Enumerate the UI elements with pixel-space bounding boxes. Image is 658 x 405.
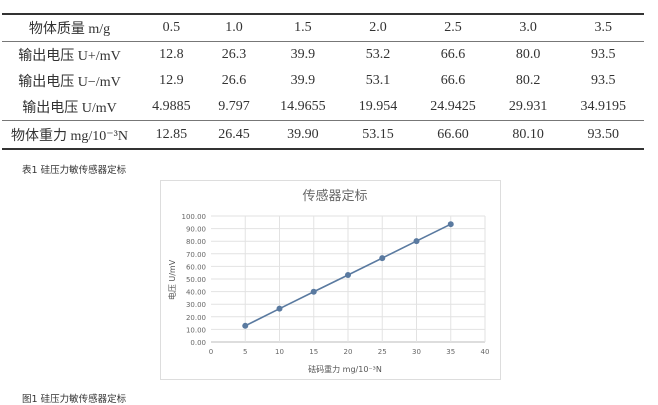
table-cell: 93.50 bbox=[562, 120, 644, 150]
calibration-chart: 传感器定标 0.00 10.00 20.00 30.00 40.00 50.00 60.00… bbox=[160, 180, 501, 380]
y-axis-label: 电压 U/mV bbox=[167, 259, 177, 300]
x-tick-label: 25 bbox=[378, 348, 387, 356]
y-tick-label: 40.00 bbox=[186, 289, 206, 297]
table-cell: 29.931 bbox=[508, 99, 548, 114]
table-cell: 2.5 bbox=[412, 13, 494, 42]
table-row: 输出电压 U−/mV 12.9 26.6 39.9 53.1 66.6 80.2 93.5 bbox=[2, 68, 644, 94]
table-cell: 53.2 bbox=[365, 47, 391, 62]
table-cell: 53.1 bbox=[365, 73, 391, 88]
y-tick-label: 10.00 bbox=[186, 326, 206, 334]
table-cell: 39.9 bbox=[290, 47, 316, 62]
table-cell: 80.0 bbox=[515, 47, 541, 62]
row-label: 输出电压 U/mV bbox=[22, 101, 117, 116]
y-tick-label: 50.00 bbox=[186, 276, 206, 284]
table-cell: 26.3 bbox=[221, 47, 247, 62]
table-cell: 19.954 bbox=[358, 99, 398, 114]
data-point bbox=[242, 322, 249, 329]
table-cell: 34.9195 bbox=[580, 99, 627, 114]
x-tick-label: 35 bbox=[446, 348, 455, 356]
table-cell: 93.5 bbox=[591, 47, 616, 62]
x-axis-label: 砝码重力 mg/10⁻³N bbox=[308, 364, 382, 374]
table-cell: 12.85 bbox=[137, 120, 206, 150]
y-tick-label: 90.00 bbox=[186, 226, 206, 234]
table-cell: 3.0 bbox=[493, 13, 563, 42]
chart-title: 传感器定标 bbox=[302, 188, 367, 204]
data-point bbox=[379, 255, 386, 262]
x-tick-label: 40 bbox=[481, 348, 490, 356]
table-row: 物体质量 m/g 0.5 1.0 1.5 2.0 2.5 3.0 3.5 bbox=[2, 13, 644, 42]
y-tick-label: 100.00 bbox=[182, 213, 207, 221]
x-tick-label: 20 bbox=[344, 348, 353, 356]
row-label: 物体质量 m/g bbox=[2, 13, 137, 42]
table-cell: 66.6 bbox=[440, 47, 466, 62]
row-label: 输出电压 U+/mV bbox=[18, 49, 121, 64]
table-cell: 80.2 bbox=[515, 73, 541, 88]
table-cell: 53.15 bbox=[343, 120, 413, 150]
table-cell: 9.797 bbox=[218, 99, 250, 114]
y-tick-label: 60.00 bbox=[186, 263, 206, 271]
table-cell: 0.5 bbox=[137, 13, 206, 42]
y-tick-label: 0.00 bbox=[190, 339, 206, 347]
table-row: 输出电压 U/mV 4.9885 9.797 14.9655 19.954 24.9425… bbox=[2, 94, 644, 121]
data-point bbox=[276, 305, 283, 312]
table-cell: 66.60 bbox=[412, 120, 494, 150]
calibration-table: 物体质量 m/g 0.5 1.0 1.5 2.0 2.5 3.0 3.5 输出电压 U+/mV 1… bbox=[2, 13, 644, 150]
row-label: 物体重力 mg/10⁻³N bbox=[2, 120, 137, 150]
table-cell: 12.9 bbox=[159, 73, 184, 88]
y-tick-label: 70.00 bbox=[186, 251, 206, 259]
table-cell: 12.8 bbox=[159, 47, 184, 62]
x-tick-label: 5 bbox=[243, 348, 247, 356]
x-tick-label: 15 bbox=[309, 348, 318, 356]
table-row: 物体重力 mg/10⁻³N 12.85 26.45 39.90 53.15 66.60 80… bbox=[2, 120, 644, 150]
x-tick-label: 30 bbox=[412, 348, 421, 356]
table-cell: 2.0 bbox=[343, 13, 413, 42]
table-cell: 66.6 bbox=[440, 73, 466, 88]
data-point bbox=[413, 238, 420, 245]
table-cell: 1.5 bbox=[262, 13, 344, 42]
table-caption: 表1 硅压力敏传感器定标 bbox=[22, 165, 127, 176]
y-tick-label: 30.00 bbox=[186, 301, 206, 309]
figure-caption: 图1 硅压力敏传感器定标 bbox=[22, 394, 127, 405]
y-tick-label: 20.00 bbox=[186, 314, 206, 322]
table-cell: 39.90 bbox=[262, 120, 344, 150]
table-cell: 26.6 bbox=[221, 73, 247, 88]
table-cell: 14.9655 bbox=[280, 99, 326, 114]
chart-frame bbox=[160, 180, 501, 380]
table-cell: 26.45 bbox=[205, 120, 263, 150]
table-cell: 4.9885 bbox=[152, 99, 191, 114]
data-point bbox=[345, 272, 351, 279]
table-cell: 24.9425 bbox=[430, 99, 476, 114]
table-cell: 1.0 bbox=[205, 13, 263, 42]
data-point bbox=[447, 221, 454, 228]
row-label: 输出电压 U−/mV bbox=[18, 75, 121, 90]
y-tick-label: 80.00 bbox=[186, 238, 206, 246]
table-cell: 80.10 bbox=[493, 120, 563, 150]
data-point bbox=[310, 288, 317, 295]
x-tick-label: 10 bbox=[275, 348, 284, 356]
table-cell: 93.5 bbox=[591, 73, 616, 88]
table-cell: 39.9 bbox=[290, 73, 316, 88]
table-cell: 3.5 bbox=[562, 13, 644, 42]
table-row: 输出电压 U+/mV 12.8 26.3 39.9 53.2 66.6 80.0 93.5 bbox=[2, 42, 644, 69]
x-tick-label: 0 bbox=[209, 348, 213, 356]
